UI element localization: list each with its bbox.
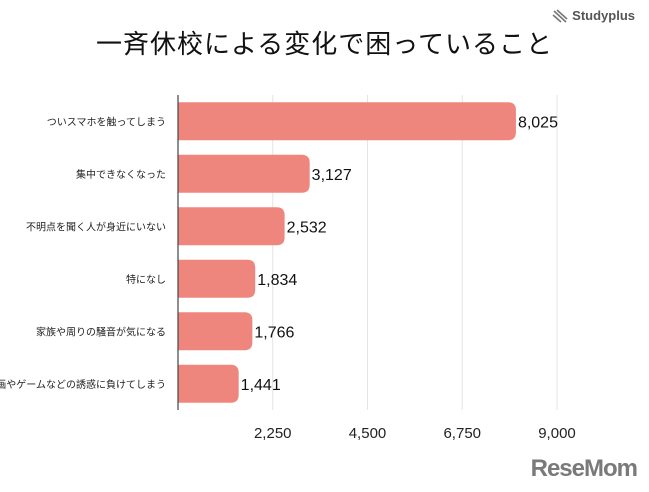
bar	[178, 207, 285, 246]
category-label: 特になし	[126, 274, 166, 286]
category-label: 集中できなくなった	[76, 168, 166, 181]
studyplus-logo: Studyplus	[552, 8, 635, 23]
data-label: 1,441	[241, 377, 281, 394]
data-label: 1,834	[257, 272, 297, 289]
x-tick-label: 9,000	[538, 425, 576, 442]
data-label: 8,025	[518, 114, 558, 131]
chart-title: 一斉休校による変化で困っていること	[96, 30, 553, 60]
x-tick-label: 2,250	[254, 425, 292, 442]
bar	[178, 259, 256, 298]
category-label: 漫画やゲームなどの誘惑に負けてしまう	[0, 378, 166, 391]
bar	[178, 312, 253, 351]
bar	[178, 154, 310, 193]
category-label: ついスマホを触ってしまう	[47, 115, 166, 128]
bar	[178, 364, 239, 403]
studyplus-logo-icon	[552, 8, 568, 23]
x-tick-label: 4,500	[349, 425, 387, 442]
x-tick-label: 6,750	[443, 425, 481, 442]
data-label: 1,766	[254, 324, 294, 341]
data-label: 2,532	[287, 219, 327, 236]
resemom-logo: ReseMom	[530, 455, 638, 482]
bar	[178, 102, 516, 141]
data-label: 3,127	[312, 167, 352, 184]
studyplus-logo-text: Studyplus	[572, 8, 635, 23]
category-label: 家族や周りの騒音が気になる	[36, 325, 166, 338]
category-label: 不明点を聞く人が身近にいない	[26, 220, 166, 233]
